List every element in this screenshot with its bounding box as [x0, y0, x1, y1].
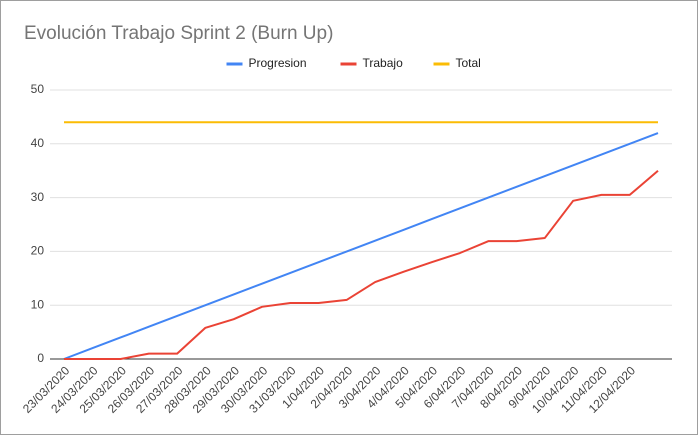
legend-label: Total: [456, 56, 481, 70]
y-tick-label: 50: [31, 82, 45, 96]
chart-title: Evolución Trabajo Sprint 2 (Burn Up): [24, 23, 333, 44]
y-tick-label: 20: [31, 244, 45, 258]
legend-label: Trabajo: [363, 56, 404, 70]
y-tick-label: 30: [31, 190, 45, 204]
series-line: [64, 169, 659, 360]
legend-label: Progresion: [249, 56, 307, 70]
y-tick-label: 0: [37, 351, 44, 365]
series-line: [63, 132, 659, 360]
y-tick-label: 40: [31, 136, 45, 150]
y-tick-label: 10: [31, 297, 45, 311]
